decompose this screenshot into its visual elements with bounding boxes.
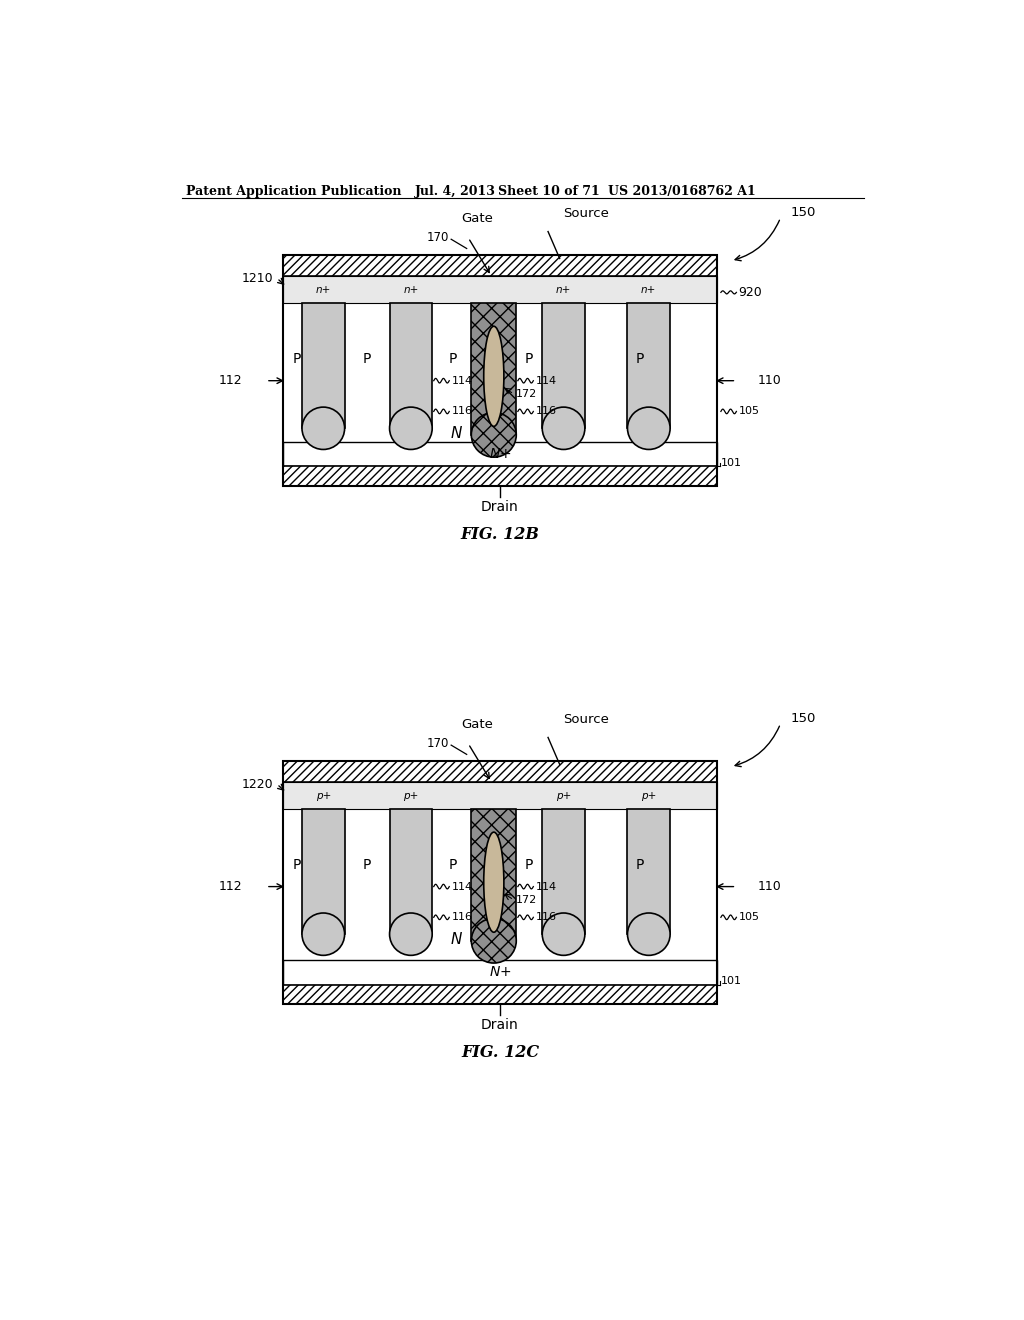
Text: p+: p+ [556, 791, 571, 800]
Text: FIG. 12B: FIG. 12B [461, 525, 540, 543]
Ellipse shape [543, 913, 585, 956]
Text: 1220: 1220 [242, 777, 273, 791]
Text: Gate: Gate [462, 718, 494, 731]
Text: 101: 101 [721, 975, 741, 986]
Ellipse shape [302, 913, 345, 956]
Text: $N$+: $N$+ [488, 965, 511, 979]
Text: US 2013/0168762 A1: US 2013/0168762 A1 [608, 185, 757, 198]
Text: n+: n+ [556, 285, 571, 294]
Text: 114: 114 [536, 882, 557, 891]
Ellipse shape [302, 407, 345, 449]
Ellipse shape [628, 407, 670, 449]
Text: 116: 116 [536, 407, 557, 416]
Text: 110: 110 [758, 374, 781, 387]
Bar [302, 809, 345, 935]
Ellipse shape [543, 407, 585, 449]
Text: P: P [293, 858, 301, 871]
Text: Jul. 4, 2013: Jul. 4, 2013 [415, 185, 496, 198]
Bar [389, 304, 432, 428]
Bar [543, 304, 585, 428]
Text: Sheet 10 of 71: Sheet 10 of 71 [499, 185, 600, 198]
Ellipse shape [389, 407, 432, 449]
Text: 1210: 1210 [242, 272, 273, 285]
Bar [283, 760, 717, 1003]
Text: 150: 150 [791, 206, 816, 219]
Text: 170: 170 [426, 737, 449, 750]
Bar [283, 781, 717, 809]
Text: 920: 920 [738, 286, 763, 298]
Text: P: P [362, 858, 372, 871]
Text: n+: n+ [315, 285, 331, 294]
Text: 105: 105 [738, 912, 760, 923]
Bar [283, 985, 717, 1003]
Text: Source: Source [563, 713, 609, 726]
Text: P: P [524, 858, 532, 871]
Ellipse shape [483, 326, 504, 426]
Text: FIG. 12C: FIG. 12C [461, 1044, 539, 1061]
Text: 112: 112 [219, 374, 243, 387]
Ellipse shape [628, 913, 670, 956]
Bar [283, 466, 717, 486]
Text: 116: 116 [452, 912, 472, 923]
Text: p+: p+ [403, 791, 419, 800]
Text: 116: 116 [536, 912, 557, 923]
Text: 172: 172 [515, 389, 537, 399]
Bar [283, 442, 717, 466]
Text: Drain: Drain [481, 1018, 519, 1032]
Text: Patent Application Publication: Patent Application Publication [186, 185, 401, 198]
Ellipse shape [471, 919, 516, 964]
Bar [283, 960, 717, 985]
Text: 114: 114 [452, 882, 473, 891]
Text: p+: p+ [641, 791, 656, 800]
Text: P: P [449, 858, 457, 871]
Bar [302, 304, 345, 428]
Text: 116: 116 [452, 407, 472, 416]
Text: 101: 101 [721, 458, 741, 467]
Text: p+: p+ [315, 791, 331, 800]
Text: P: P [362, 351, 372, 366]
Bar [471, 809, 516, 941]
Text: $N$: $N$ [450, 931, 463, 948]
Ellipse shape [483, 832, 504, 932]
Text: Source: Source [563, 207, 609, 220]
Text: $N$: $N$ [450, 425, 463, 441]
Text: P: P [636, 858, 644, 871]
Text: 105: 105 [738, 407, 760, 416]
Bar [283, 255, 717, 486]
Text: P: P [636, 351, 644, 366]
Bar [283, 760, 717, 781]
Text: P: P [524, 351, 532, 366]
Text: Gate: Gate [462, 213, 494, 226]
Text: 114: 114 [452, 376, 473, 385]
Text: 150: 150 [791, 711, 816, 725]
Text: 112: 112 [219, 880, 243, 894]
Text: 172: 172 [515, 895, 537, 906]
Bar [628, 809, 670, 935]
Bar [628, 304, 670, 428]
Text: Drain: Drain [481, 499, 519, 513]
Bar [471, 304, 516, 434]
Text: 114: 114 [536, 376, 557, 385]
Text: $N$+: $N$+ [488, 447, 511, 461]
Text: n+: n+ [403, 285, 419, 294]
Bar [283, 255, 717, 276]
Bar [283, 276, 717, 304]
Ellipse shape [389, 913, 432, 956]
Text: P: P [449, 351, 457, 366]
Text: P: P [293, 351, 301, 366]
Text: 110: 110 [758, 880, 781, 894]
Bar [389, 809, 432, 935]
Bar [543, 809, 585, 935]
Text: 170: 170 [426, 231, 449, 244]
Text: n+: n+ [641, 285, 656, 294]
Ellipse shape [471, 413, 516, 457]
